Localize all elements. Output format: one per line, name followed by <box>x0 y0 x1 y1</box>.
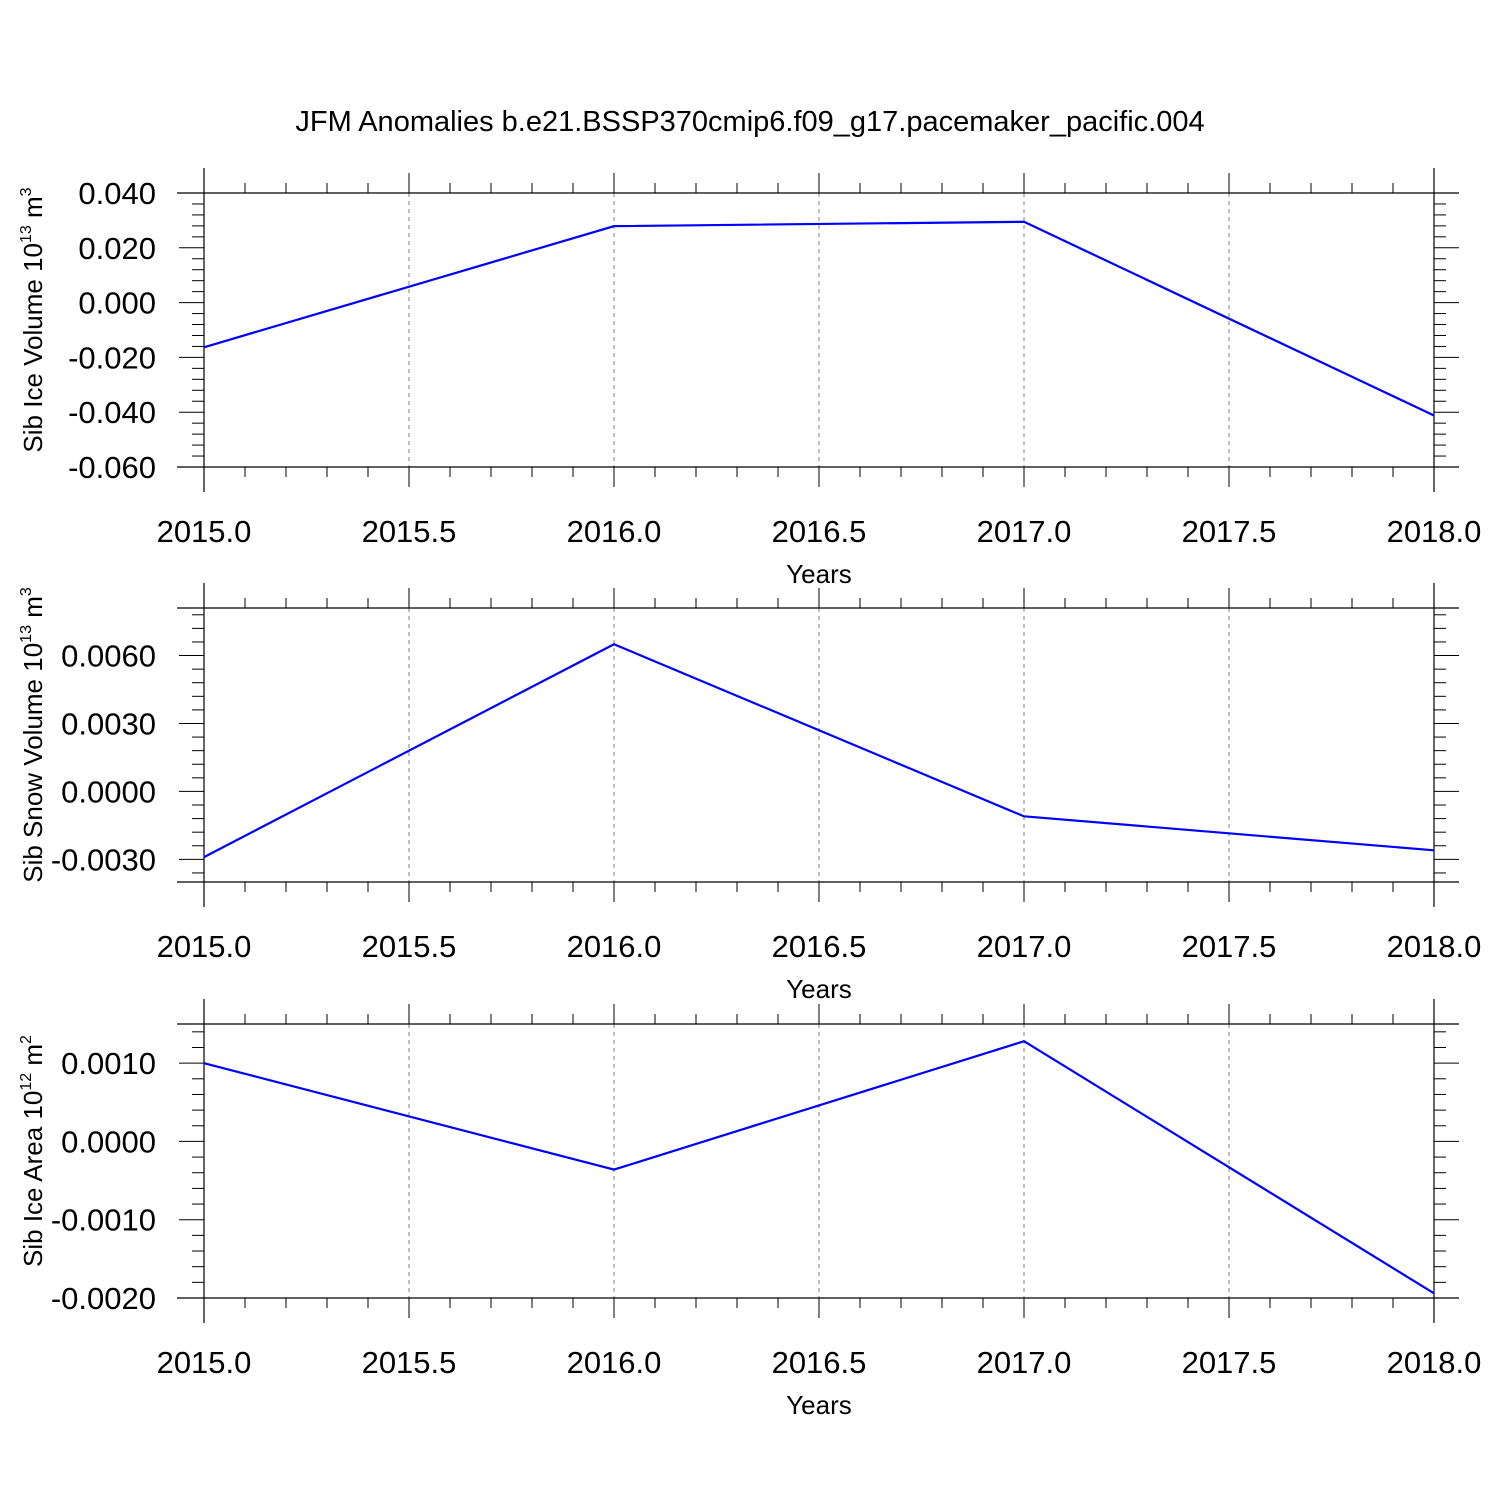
x-tick-label: 2016.5 <box>772 514 867 549</box>
y-tick-label: 0.020 <box>78 231 156 266</box>
y-tick-label: 0.0030 <box>61 706 156 741</box>
x-tick-label: 2016.0 <box>567 1345 662 1380</box>
y-axis-label-superscript: 13 <box>18 625 35 643</box>
y-axis-label-text: Sib Ice Volume 10 <box>18 243 48 453</box>
y-axis-label: Sib Snow Volume 1013 m3 <box>18 587 48 883</box>
y-axis-label-text: Sib Ice Area 10 <box>18 1091 48 1267</box>
y-axis-label-text: m <box>18 196 48 225</box>
y-tick-label: -0.060 <box>68 450 156 485</box>
x-tick-label: 2016.0 <box>567 514 662 549</box>
y-tick-label: 0.0010 <box>61 1046 156 1081</box>
y-tick-label: 0.040 <box>78 176 156 211</box>
x-tick-label: 2015.0 <box>157 514 252 549</box>
x-axis-label: Years <box>786 1390 852 1420</box>
y-axis-label-text: m <box>18 596 48 625</box>
x-tick-label: 2015.5 <box>362 514 457 549</box>
y-axis-label: Sib Ice Volume 1013 m3 <box>18 187 48 452</box>
y-tick-label: 0.0060 <box>61 639 156 674</box>
y-axis-label-superscript: 13 <box>18 225 35 243</box>
x-tick-label: 2017.0 <box>977 1345 1072 1380</box>
y-tick-label: -0.0010 <box>51 1203 156 1238</box>
x-axis-label: Years <box>786 974 852 1004</box>
x-tick-label: 2016.5 <box>772 1345 867 1380</box>
series-line <box>203 220 1435 417</box>
y-tick-label: 0.0000 <box>61 774 156 809</box>
y-axis-label: Sib Ice Area 1012 m2 <box>18 1035 48 1267</box>
y-axis-label-superscript: 12 <box>18 1073 35 1091</box>
x-tick-label: 2017.5 <box>1182 1345 1277 1380</box>
x-axis-label: Years <box>786 559 852 589</box>
y-axis-label-superscript: 2 <box>18 1035 35 1044</box>
x-tick-label: 2017.0 <box>977 514 1072 549</box>
x-tick-label: 2015.0 <box>157 1345 252 1380</box>
x-tick-label: 2018.0 <box>1387 929 1482 964</box>
y-axis-label-text: m <box>18 1044 48 1073</box>
chart-panel-2: 0.0060 0.0030 0.0000 -0.0030 2015.0 2015.5 201… <box>18 583 1481 1004</box>
x-tick-label: 2016.5 <box>772 929 867 964</box>
y-tick-label: -0.0020 <box>51 1281 156 1316</box>
y-tick-label: 0.000 <box>78 286 156 321</box>
x-tick-label: 2018.0 <box>1387 514 1482 549</box>
y-tick-label: -0.0030 <box>51 842 156 877</box>
x-tick-label: 2016.0 <box>567 929 662 964</box>
x-tick-label: 2015.0 <box>157 929 252 964</box>
series-line <box>203 643 1435 859</box>
x-tick-label: 2015.5 <box>362 929 457 964</box>
x-tick-label: 2018.0 <box>1387 1345 1482 1380</box>
y-tick-label: -0.020 <box>68 340 156 375</box>
x-tick-label: 2017.0 <box>977 929 1072 964</box>
y-axis-label-superscript: 3 <box>18 187 35 196</box>
y-axis-label-superscript: 3 <box>18 587 35 596</box>
y-tick-label: -0.040 <box>68 395 156 430</box>
x-tick-label: 2017.5 <box>1182 929 1277 964</box>
x-tick-label: 2017.5 <box>1182 514 1277 549</box>
figure-title: JFM Anomalies b.e21.BSSP370cmip6.f09_g17… <box>295 106 1204 138</box>
y-axis-label-text: Sib Snow Volume 10 <box>18 643 48 883</box>
x-tick-label: 2015.5 <box>362 1345 457 1380</box>
series-line <box>203 1040 1435 1295</box>
y-tick-label: 0.0000 <box>61 1124 156 1159</box>
